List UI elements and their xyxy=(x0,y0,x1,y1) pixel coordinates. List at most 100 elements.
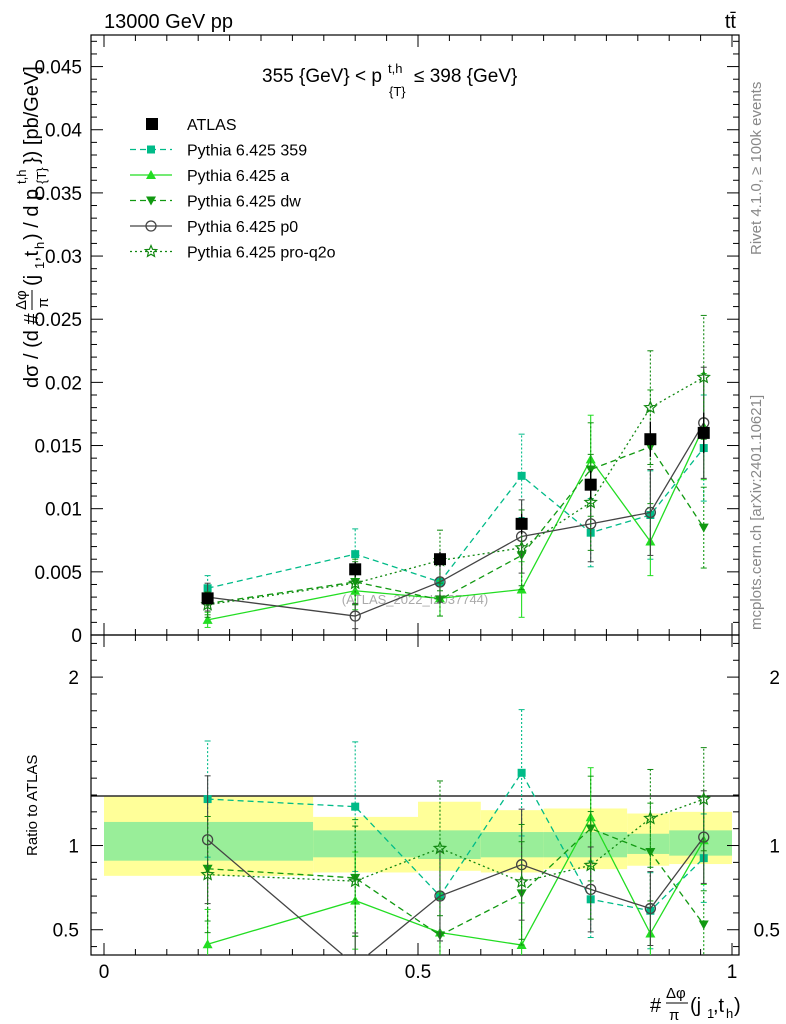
svg-text:π: π xyxy=(669,1007,679,1024)
ratio-y-tick-label-right: 0.5 xyxy=(754,921,780,942)
ratio-panel-frame xyxy=(90,634,740,956)
legend-label: Pythia 6.425 p0 xyxy=(187,219,298,236)
data-point xyxy=(349,563,362,576)
y-tick-label: 0.005 xyxy=(34,563,82,584)
ratio-point xyxy=(200,866,215,881)
main-panel-series xyxy=(200,314,711,630)
ratio-y-tick-label-right: 1 xyxy=(769,837,780,858)
svg-text:π: π xyxy=(35,298,52,308)
svg-text:,t: ,t xyxy=(21,250,43,262)
svg-text:h: h xyxy=(32,242,47,249)
svg-text:dσ / (d #: dσ / (d # xyxy=(21,313,43,388)
x-axis-label: # Δφ π (j 1 ,t h ) xyxy=(650,985,741,1024)
analysis-watermark: (ATLAS_2022_I2037744) xyxy=(342,592,488,607)
ratio-point xyxy=(514,874,529,889)
svg-text:h: h xyxy=(726,1006,733,1021)
svg-text:t,h: t,h xyxy=(14,170,29,184)
data-point xyxy=(201,592,214,605)
legend-label: Pythia 6.425 a xyxy=(187,168,289,185)
ratio-y-tick-label: 1 xyxy=(68,837,79,858)
data-point xyxy=(584,478,597,491)
ratio-y-tick-label: 2 xyxy=(68,668,79,689)
y-tick-label: 0 xyxy=(71,626,82,647)
series-point xyxy=(698,523,709,533)
title-left: 355 {GeV} < p xyxy=(262,66,382,87)
series-3 xyxy=(201,366,710,630)
legend-marker xyxy=(146,196,156,206)
ratio-point xyxy=(643,810,658,825)
series-point xyxy=(350,585,361,595)
legend-marker xyxy=(146,170,156,179)
svg-text:(j: (j xyxy=(21,275,43,286)
y-axis-label: dσ / (d # Δφ π (j 1 ,t h ) / d p t,h {T}… xyxy=(13,66,52,388)
ratio-point xyxy=(432,840,448,855)
series-line xyxy=(207,447,705,589)
band-inner xyxy=(480,832,544,858)
atlas-data xyxy=(201,412,710,605)
x-tick-label: 1 xyxy=(727,962,738,983)
svg-text:{T}: {T} xyxy=(34,167,49,184)
legend-marker xyxy=(143,243,159,258)
data-point xyxy=(644,433,657,446)
band-inner xyxy=(418,830,481,859)
series-point xyxy=(514,540,529,554)
ratio-point xyxy=(202,939,213,949)
ratio-y-tick-label: 0.5 xyxy=(53,921,79,942)
series-point xyxy=(202,614,213,624)
process-label: tt̄ xyxy=(725,11,737,33)
series-point xyxy=(349,610,361,622)
series-point xyxy=(643,400,658,414)
ratio-point xyxy=(696,791,711,806)
ratio-panel-series xyxy=(200,709,711,970)
mcplots-label: mcplots.cern.ch [arXiv:2401.10621] xyxy=(748,395,765,630)
legend-label: Pythia 6.425 dw xyxy=(187,194,301,211)
data-point xyxy=(515,517,528,530)
svg-text:Δφ: Δφ xyxy=(13,290,30,310)
ratio-point xyxy=(645,848,656,858)
legend-marker-atlas xyxy=(146,118,158,130)
legend-marker xyxy=(145,220,157,232)
series-point xyxy=(350,577,361,587)
series-point xyxy=(696,369,711,384)
x-tick-label: 0.5 xyxy=(405,962,431,983)
svg-text:#: # xyxy=(650,995,662,1017)
title-right: ≤ 398 {GeV} xyxy=(414,66,517,87)
ratio-series-4 xyxy=(200,747,711,940)
ratio-point xyxy=(644,902,657,915)
ratio-uncertainty-bands xyxy=(104,796,732,876)
data-point xyxy=(433,553,446,566)
series-1 xyxy=(202,373,709,628)
ratio-y-tick-label-right: 2 xyxy=(769,668,780,689)
data-point xyxy=(697,426,710,439)
y-tick-label: 0.045 xyxy=(34,58,82,79)
series-point xyxy=(644,506,657,519)
ratio-point xyxy=(350,960,360,970)
band-inner xyxy=(543,832,628,858)
ratio-point xyxy=(585,824,596,834)
ratio-point xyxy=(348,873,363,888)
svg-text:) / d p: ) / d p xyxy=(21,189,43,240)
svg-text:): ) xyxy=(734,995,741,1017)
series-point xyxy=(348,575,363,590)
title-sub: {T} xyxy=(389,84,406,99)
legend-label-atlas: ATLAS xyxy=(187,117,237,134)
legend-marker xyxy=(147,145,155,154)
series-line xyxy=(207,376,705,606)
ratio-point xyxy=(583,857,598,872)
band-inner xyxy=(627,833,670,854)
svg-text:1: 1 xyxy=(32,262,47,269)
legend: ATLAS Pythia 6.425 359 Pythia 6.425 a Pythi… xyxy=(130,117,336,262)
ratio-point xyxy=(517,768,526,777)
svg-text:,t: ,t xyxy=(713,995,725,1017)
chart-title: 355 {GeV} < p t,h {T} ≤ 398 {GeV} xyxy=(262,61,517,99)
energy-label: 13000 GeV pp xyxy=(104,11,233,33)
title-sup: t,h xyxy=(388,61,402,76)
y-tick-label: 0.01 xyxy=(45,500,82,521)
band-inner xyxy=(313,830,418,858)
y-tick-label: 0.025 xyxy=(34,310,82,331)
rivet-version-label: Rivet 4.1.0, ≥ 100k events xyxy=(748,82,765,255)
svg-text:}) [pb/GeV]: }) [pb/GeV] xyxy=(21,66,43,164)
axis-tick-labels: 0 0.5 1 0 0.005 0.01 0.015 0.02 0.025 0.03 0.035 0.… xyxy=(34,58,780,983)
legend-label: Pythia 6.425 359 xyxy=(187,143,307,160)
